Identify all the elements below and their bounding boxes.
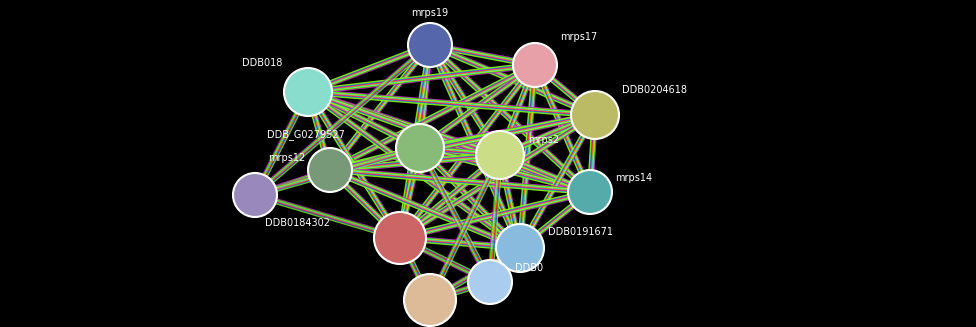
Circle shape: [496, 224, 544, 272]
Text: mrps2: mrps2: [528, 135, 559, 145]
Text: mrps14: mrps14: [615, 173, 652, 183]
Circle shape: [284, 68, 332, 116]
Text: DDB018: DDB018: [242, 58, 282, 68]
Circle shape: [513, 43, 557, 87]
Text: DDB0204618: DDB0204618: [622, 85, 687, 95]
Circle shape: [396, 124, 444, 172]
Circle shape: [571, 91, 619, 139]
Circle shape: [404, 274, 456, 326]
Circle shape: [568, 170, 612, 214]
Text: mrps19: mrps19: [412, 8, 449, 18]
Circle shape: [374, 212, 426, 264]
Text: DDB_G0279527: DDB_G0279527: [267, 129, 345, 141]
Text: DDB0184302: DDB0184302: [265, 218, 330, 228]
Circle shape: [408, 23, 452, 67]
Text: mrps17: mrps17: [560, 32, 597, 42]
Text: DDB0191671: DDB0191671: [548, 227, 613, 237]
Circle shape: [233, 173, 277, 217]
Text: DDB0: DDB0: [515, 263, 543, 273]
Circle shape: [308, 148, 352, 192]
Text: mrps12: mrps12: [267, 153, 305, 163]
Circle shape: [468, 260, 512, 304]
Circle shape: [476, 131, 524, 179]
